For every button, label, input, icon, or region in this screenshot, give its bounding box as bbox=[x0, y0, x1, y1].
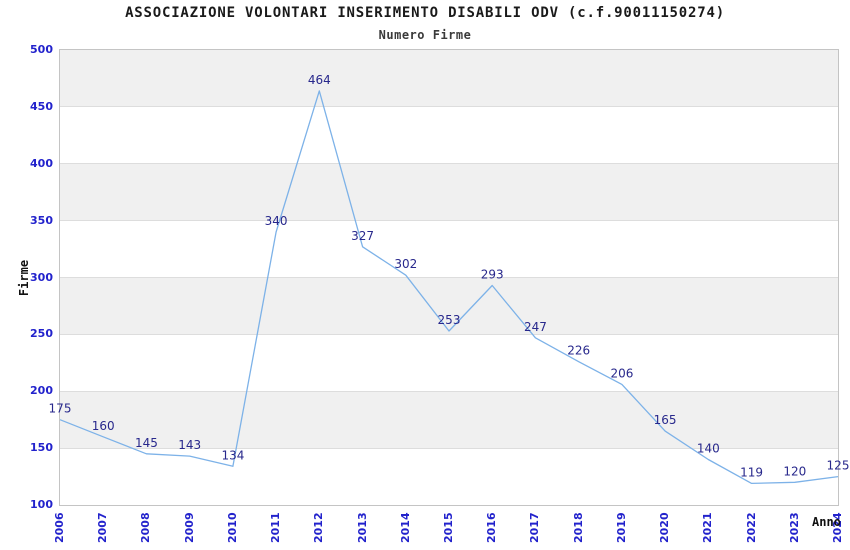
x-tick-label: 2007 bbox=[96, 512, 110, 543]
x-tick-label: 2010 bbox=[225, 512, 239, 543]
y-tick-label: 200 bbox=[30, 384, 53, 398]
x-tick-label: 2017 bbox=[528, 512, 542, 543]
x-tick-label: 2011 bbox=[269, 512, 283, 543]
plot-band bbox=[60, 220, 838, 278]
plot-band bbox=[60, 277, 838, 335]
point-value-label: 206 bbox=[610, 366, 633, 380]
x-tick-label: 2023 bbox=[787, 512, 801, 543]
point-value-label: 253 bbox=[438, 313, 461, 327]
y-tick-label: 350 bbox=[30, 213, 53, 227]
x-tick-label: 2009 bbox=[182, 512, 196, 543]
y-axis-label: Firme bbox=[17, 259, 31, 297]
y-tick-label: 400 bbox=[30, 156, 53, 170]
line-series-layer: 175 160 145 143 134 340 464 327 302 253 293 247 226 2… bbox=[49, 73, 849, 485]
point-value-label: 140 bbox=[697, 442, 720, 456]
gridline bbox=[60, 447, 838, 449]
point-value-label: 165 bbox=[654, 413, 677, 427]
plot-band bbox=[60, 50, 838, 107]
plot-band bbox=[60, 334, 838, 392]
point-value-label: 125 bbox=[827, 459, 850, 473]
data-line bbox=[59, 90, 839, 485]
point-value-label: 120 bbox=[783, 464, 806, 478]
x-tick-label: 2020 bbox=[658, 512, 672, 543]
x-tick-label: 2015 bbox=[442, 512, 455, 543]
x-tick-label: 2013 bbox=[355, 512, 369, 543]
plot-band bbox=[60, 106, 838, 164]
chart-subtitle: Numero Firme bbox=[378, 28, 472, 42]
x-tick-label: 2006 bbox=[53, 512, 66, 543]
point-value-label: 119 bbox=[740, 465, 763, 479]
x-tick-label: 2016 bbox=[485, 512, 499, 543]
x-tick-label: 2021 bbox=[701, 512, 715, 543]
point-value-label: 293 bbox=[481, 268, 504, 282]
y-tick-label: 100 bbox=[30, 498, 53, 511]
y-tick-label: 150 bbox=[30, 441, 53, 455]
y-tick-label: 250 bbox=[30, 327, 53, 341]
x-tick-label: 2014 bbox=[398, 512, 412, 543]
gridline bbox=[60, 106, 838, 108]
point-value-label: 143 bbox=[178, 438, 201, 452]
gridline bbox=[60, 390, 838, 392]
plot-band bbox=[60, 163, 838, 221]
gridline bbox=[60, 220, 838, 222]
point-value-label: 464 bbox=[308, 73, 331, 87]
point-value-label: 145 bbox=[135, 436, 158, 450]
gridline bbox=[60, 277, 838, 278]
gridline bbox=[60, 333, 838, 335]
point-value-label: 247 bbox=[524, 320, 547, 334]
y-tick-label: 450 bbox=[30, 99, 53, 113]
point-value-label: 327 bbox=[351, 229, 374, 243]
point-value-label: 302 bbox=[394, 257, 417, 271]
point-value-label: 175 bbox=[49, 402, 72, 416]
plot-band bbox=[60, 391, 838, 449]
plot-area bbox=[59, 49, 839, 506]
point-value-label: 134 bbox=[221, 448, 244, 462]
point-value-label: 226 bbox=[567, 344, 590, 358]
x-tick-label: 2008 bbox=[139, 512, 153, 543]
x-tick-label: 2019 bbox=[614, 512, 628, 543]
x-tick-label: 2022 bbox=[744, 512, 758, 543]
chart-title: ASSOCIAZIONE VOLONTARI INSERIMENTO DISAB… bbox=[125, 5, 725, 21]
y-tick-label: 500 bbox=[30, 43, 53, 56]
point-value-label: 340 bbox=[265, 214, 288, 228]
x-axis-label: Anno bbox=[812, 515, 841, 529]
plot-band bbox=[60, 448, 838, 505]
y-tick-label: 300 bbox=[30, 270, 53, 284]
gridline bbox=[60, 163, 838, 165]
x-tick-label: 2018 bbox=[571, 512, 585, 543]
x-tick-label: 2012 bbox=[312, 512, 326, 543]
point-value-label: 160 bbox=[92, 419, 115, 433]
